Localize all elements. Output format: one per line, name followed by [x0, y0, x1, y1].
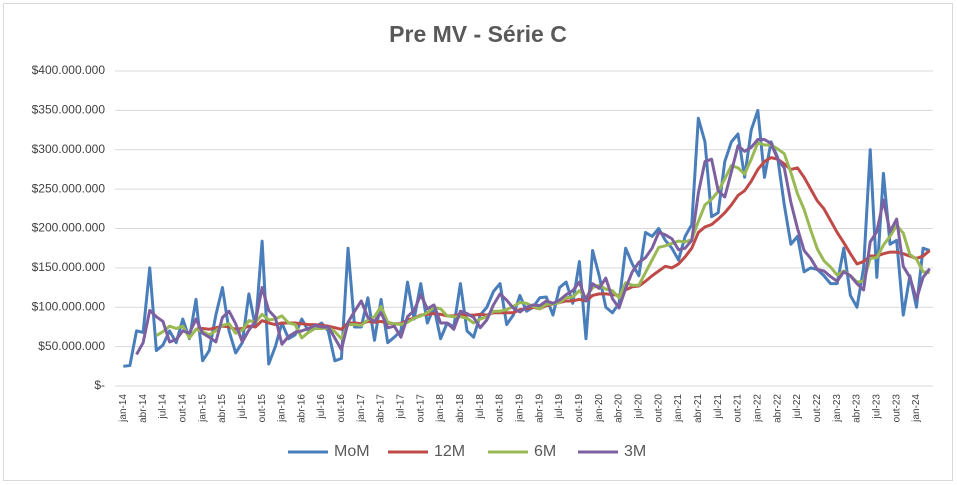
y-tick-label: $300.000.000 [32, 142, 106, 156]
series-line [123, 108, 931, 368]
x-tick-label: out-14 [177, 394, 188, 423]
y-tick-label: $50.000.000 [38, 339, 105, 353]
x-tick-label: abr-22 [772, 394, 783, 423]
x-tick-label: jan-14 [118, 394, 129, 423]
x-tick-label: out-15 [257, 394, 268, 423]
series-line [155, 141, 930, 341]
x-tick-label: abr-14 [138, 394, 149, 423]
x-tick-label: abr-16 [296, 394, 307, 423]
x-tick-label: out-20 [653, 394, 664, 423]
x-tick-label: jul-18 [475, 394, 486, 420]
x-tick-label: jan-19 [515, 394, 526, 423]
y-tick-label: $200.000.000 [32, 221, 106, 235]
x-tick-label: abr-20 [614, 394, 625, 423]
x-tick-label: abr-17 [376, 394, 387, 423]
x-tick-label: abr-18 [455, 394, 466, 423]
x-tick-label: jan-22 [752, 394, 763, 423]
x-tick-label: jul-22 [792, 394, 803, 420]
x-tick-label: jul-20 [634, 394, 645, 420]
x-tick-label: out-22 [812, 394, 823, 423]
x-tick-label: out-17 [415, 394, 426, 423]
x-tick-label: jan-16 [277, 394, 288, 423]
x-tick-label: jul-23 [871, 394, 882, 420]
legend-label: 6M [534, 443, 556, 460]
x-tick-label: jul-21 [713, 394, 724, 420]
y-tick-label: $400.000.000 [32, 63, 106, 77]
legend-label: MoM [334, 443, 370, 460]
y-tick-label: $250.000.000 [32, 181, 106, 195]
legend-label: 3M [624, 443, 646, 460]
x-tick-label: abr-15 [217, 394, 228, 423]
x-tick-label: out-19 [574, 394, 585, 423]
x-tick-label: abr-21 [693, 394, 704, 423]
legend-label: 12M [434, 443, 465, 460]
x-tick-label: jan-23 [832, 394, 843, 423]
y-tick-label: $350.000.000 [32, 103, 106, 117]
x-tick-label: jan-24 [911, 394, 922, 423]
x-tick-label: jul-16 [316, 394, 327, 420]
x-tick-label: jul-14 [158, 394, 169, 420]
y-tick-label: $100.000.000 [32, 299, 106, 313]
x-tick-label: jul-19 [554, 394, 565, 420]
x-tick-label: jan-21 [673, 394, 684, 423]
x-tick-label: abr-19 [534, 394, 545, 423]
x-tick-label: abr-23 [852, 394, 863, 423]
x-tick-label: jan-18 [435, 394, 446, 423]
chart-title: Pre MV - Série C [389, 21, 567, 47]
x-tick-label: jan-17 [356, 394, 367, 423]
x-tick-label: out-21 [733, 394, 744, 423]
x-tick-label: jan-20 [594, 394, 605, 423]
y-tick-label: $150.000.000 [32, 260, 106, 274]
y-tick-label: $- [94, 378, 105, 392]
series-line [135, 138, 931, 356]
x-tick-label: out-16 [336, 394, 347, 423]
x-tick-label: jul-15 [237, 394, 248, 420]
x-tick-label: out-23 [891, 394, 902, 423]
x-tick-label: jul-17 [396, 394, 407, 420]
x-tick-label: out-18 [495, 394, 506, 423]
x-tick-label: jan-15 [197, 394, 208, 423]
